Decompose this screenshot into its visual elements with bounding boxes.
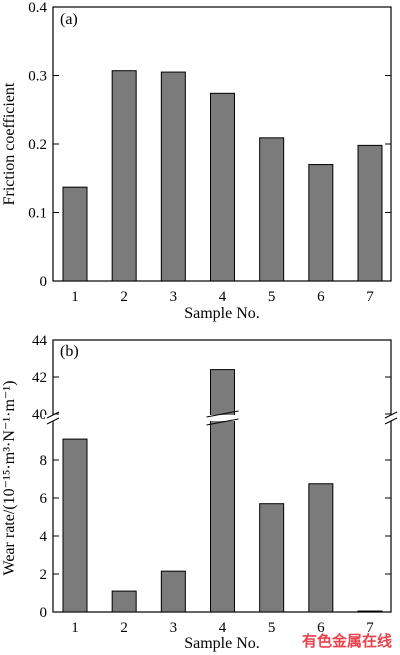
x-tick-label: 3 xyxy=(170,620,178,636)
panel-a-x-ticks: 1 2 3 4 5 6 7 xyxy=(71,289,374,305)
panel-a-friction-chart: (a) 0 0.1 0.2 0.3 0.4 1 2 3 4 5 6 7 Sample No. Fri… xyxy=(1,0,392,322)
bar-sample-5 xyxy=(259,503,285,613)
x-tick-label: 1 xyxy=(71,620,79,636)
bar-sample-3 xyxy=(160,71,186,282)
bar-sample-6 xyxy=(308,483,334,613)
y-tick-label: 2 xyxy=(40,567,48,583)
bar-sample-4 xyxy=(210,369,235,613)
bar-break-gap xyxy=(209,415,236,421)
x-tick-label: 7 xyxy=(366,620,374,636)
bar-sample-2 xyxy=(111,590,137,613)
x-tick-label: 2 xyxy=(120,620,128,636)
y-tick-label: 0 xyxy=(40,274,48,290)
bar-break-slash xyxy=(206,418,239,426)
panel-a-x-axis-title: Sample No. xyxy=(184,305,260,322)
x-tick-label: 6 xyxy=(317,289,325,305)
bar-sample-3 xyxy=(160,570,186,613)
bar-sample-6 xyxy=(308,164,334,282)
panel-b-x-axis-title: Sample No. xyxy=(184,635,260,652)
y-tick-label: 8 xyxy=(40,453,48,469)
x-tick-label: 3 xyxy=(170,289,178,305)
bar-sample-7 xyxy=(357,610,383,613)
right-axis-gap xyxy=(383,415,399,421)
y-tick-label: 0.4 xyxy=(28,0,47,16)
axis-break-slash xyxy=(46,417,60,425)
x-tick-label: 4 xyxy=(219,289,227,305)
y-tick-label: 40 xyxy=(32,407,47,423)
panel-a-y-axis-title: Friction coefficient xyxy=(1,82,18,205)
bar-sample-7 xyxy=(357,144,383,282)
y-tick-label: 0.1 xyxy=(28,206,47,222)
x-tick-label: 1 xyxy=(71,289,79,305)
panel-b-wear-chart: (b) 40 42 44 0 2 4 6 8 1 2 3 4 5 6 7 Sample No. Wear … xyxy=(1,333,399,652)
bar-break-slash xyxy=(206,410,239,418)
x-tick-label: 5 xyxy=(268,289,276,305)
bar-sample-1 xyxy=(62,438,88,613)
y-tick-label: 44 xyxy=(32,333,48,349)
y-tick-label: 6 xyxy=(40,491,48,507)
panel-b-x-ticks: 1 2 3 4 5 6 7 xyxy=(71,620,374,636)
bar-sample-1 xyxy=(62,186,88,282)
x-tick-label: 2 xyxy=(120,289,128,305)
axis-break-slash xyxy=(384,411,398,419)
x-tick-label: 6 xyxy=(317,620,325,636)
x-tick-label: 4 xyxy=(219,620,227,636)
panel-a-label: (a) xyxy=(60,11,78,28)
bar-sample-5 xyxy=(259,137,285,282)
panel-a-bars xyxy=(62,70,383,282)
panel-b-y-axis-title: Wear rate/(10⁻¹⁵·m³·N⁻¹·m⁻¹) xyxy=(1,381,18,576)
y-tick-label: 42 xyxy=(32,370,47,386)
x-tick-label: 7 xyxy=(366,289,374,305)
panel-b-bars xyxy=(62,369,383,613)
y-tick-label: 0.3 xyxy=(28,69,47,85)
bar-sample-2 xyxy=(111,70,137,282)
axis-break-slash xyxy=(46,411,60,419)
panel-b-label: (b) xyxy=(60,343,79,360)
y-tick-label: 0 xyxy=(40,605,48,621)
y-tick-label: 0.2 xyxy=(28,137,47,153)
panel-b-axis-break-marks xyxy=(46,410,398,426)
axis-break-slash xyxy=(384,417,398,425)
y-tick-label: 4 xyxy=(40,529,48,545)
x-tick-label: 5 xyxy=(268,620,276,636)
panel-b-y-ticks: 40 42 44 0 2 4 6 8 xyxy=(32,333,399,621)
watermark-text: 有色金属在线 xyxy=(302,632,392,650)
left-axis-gap xyxy=(45,415,61,421)
panel-a-y-ticks: 0 0.1 0.2 0.3 0.4 xyxy=(28,0,391,290)
bar-sample-4 xyxy=(210,92,235,282)
